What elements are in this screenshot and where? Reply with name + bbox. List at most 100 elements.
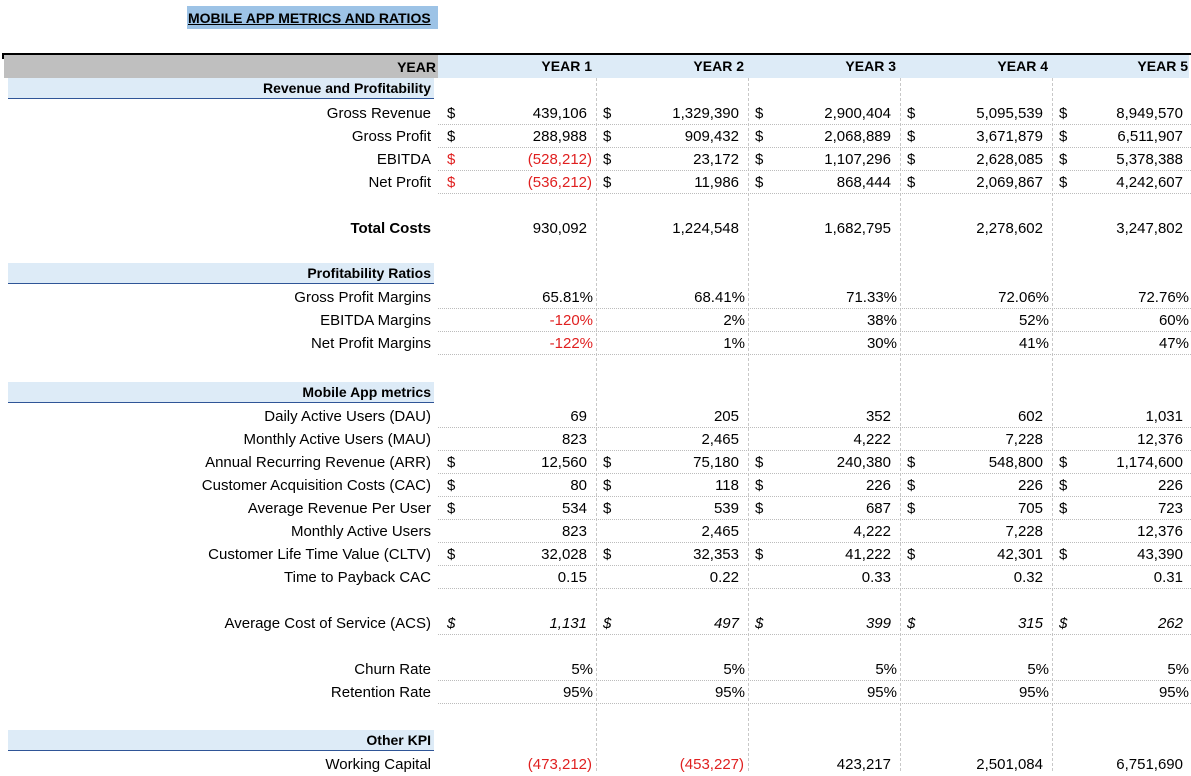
value-year-3: 4,222 (853, 523, 891, 540)
column-divider (1052, 78, 1053, 771)
value-year-1: 69 (570, 408, 587, 425)
value-year-4: 5,095,539 (976, 105, 1043, 122)
value-year-2: 2% (723, 312, 745, 329)
currency-symbol: $ (1059, 546, 1068, 563)
value-year-2: 1,224,548 (672, 220, 739, 237)
currency-symbol: $ (603, 615, 612, 632)
value-year-2: 1,329,390 (672, 105, 739, 122)
value-year-4: 2,628,085 (976, 151, 1043, 168)
row-label: Gross Revenue (326, 105, 431, 122)
row-label: Total Costs (350, 220, 431, 237)
row-label: Net Profit Margins (310, 335, 431, 352)
value-year-3: 1,682,795 (824, 220, 891, 237)
value-year-4: 7,228 (1005, 431, 1043, 448)
value-year-2: 2,465 (701, 523, 739, 540)
value-year-4: 548,800 (988, 454, 1043, 471)
value-year-2: 539 (713, 500, 739, 517)
value-year-1: -122% (549, 335, 593, 352)
value-year-4: 315 (1017, 615, 1043, 632)
value-year-3: 352 (865, 408, 891, 425)
table-row: Annual Recurring Revenue (ARR) $ 12,560 … (0, 451, 1191, 474)
value-year-2: 32,353 (693, 546, 739, 563)
table-row: EBITDA Margins -120% 2% 38% 52% 60% (0, 309, 1191, 332)
value-year-4: 2,501,084 (976, 756, 1043, 773)
row-divider (438, 519, 1191, 520)
currency-symbol: $ (907, 615, 916, 632)
table-row: Gross Revenue $ 439,106 $ 1,329,390 $ 2,… (0, 102, 1191, 125)
currency-symbol: $ (447, 477, 456, 494)
value-year-5: 0.31 (1153, 569, 1183, 586)
currency-symbol: $ (447, 174, 456, 191)
currency-symbol: $ (1059, 500, 1068, 517)
value-year-3: 41,222 (845, 546, 891, 563)
currency-symbol: $ (907, 454, 916, 471)
table-row: Average Cost of Service (ACS) $ 1,131 $ … (0, 612, 1191, 635)
value-year-4: 95% (1018, 684, 1049, 701)
value-year-3: 423,217 (836, 756, 891, 773)
table-row: Net Profit $ (536,212) $ 11,986 $ 868,44… (0, 171, 1191, 194)
row-label: Retention Rate (330, 684, 431, 701)
row-divider (438, 308, 1191, 309)
row-divider (438, 680, 1191, 681)
value-year-4: 7,228 (1005, 523, 1043, 540)
value-year-4: 226 (1017, 477, 1043, 494)
row-divider (438, 354, 1191, 355)
value-year-5: 1,174,600 (1116, 454, 1183, 471)
row-divider (438, 450, 1191, 451)
value-year-5: 1,031 (1145, 408, 1183, 425)
value-year-5: 72.76% (1138, 289, 1189, 306)
value-year-1: 5% (571, 661, 593, 678)
value-year-1: 1,131 (549, 615, 587, 632)
value-year-3: 2,068,889 (824, 128, 891, 145)
currency-symbol: $ (907, 128, 916, 145)
value-year-2: 68.41% (694, 289, 745, 306)
value-year-4: 0.32 (1013, 569, 1043, 586)
currency-symbol: $ (755, 105, 764, 122)
value-year-1: 95% (562, 684, 593, 701)
row-divider (438, 565, 1191, 566)
currency-symbol: $ (603, 454, 612, 471)
row-label: EBITDA (376, 151, 431, 168)
value-year-5: 262 (1157, 615, 1183, 632)
value-year-5: 12,376 (1137, 431, 1183, 448)
row-label: Gross Profit (351, 128, 431, 145)
table-row: Working Capital (473,212) (453,227) 423,… (0, 753, 1191, 776)
currency-symbol: $ (755, 500, 764, 517)
row-label: Monthly Active Users (290, 523, 431, 540)
section-profitability-ratios: Profitability Ratios (8, 263, 434, 284)
value-year-2: 11,986 (694, 174, 739, 191)
value-year-3: 687 (865, 500, 891, 517)
value-year-4: 42,301 (997, 546, 1043, 563)
row-label: Time to Payback CAC (284, 569, 431, 586)
value-year-1: 32,028 (541, 546, 587, 563)
table-row: Monthly Active Users 823 2,465 4,222 7,2… (0, 520, 1191, 543)
value-year-3: 4,222 (853, 431, 891, 448)
value-year-4: 2,278,602 (976, 220, 1043, 237)
currency-symbol: $ (603, 174, 612, 191)
value-year-2: 118 (715, 477, 739, 494)
currency-symbol: $ (755, 546, 764, 563)
row-label: Daily Active Users (DAU) (264, 408, 431, 425)
section-other-kpi: Other KPI (8, 730, 434, 751)
table-row: EBITDA $ (528,212) $ 23,172 $ 1,107,296 … (0, 148, 1191, 171)
table-row: Total Costs 930,092 1,224,548 1,682,795 … (0, 217, 1191, 240)
value-year-5: 12,376 (1137, 523, 1183, 540)
row-divider (438, 473, 1191, 474)
currency-symbol: $ (755, 454, 764, 471)
value-year-4: 52% (1018, 312, 1049, 329)
row-divider (438, 170, 1191, 171)
currency-symbol: $ (755, 151, 764, 168)
table-row: Retention Rate 95% 95% 95% 95% 95% (0, 681, 1191, 704)
value-year-2: 909,432 (684, 128, 739, 145)
currency-symbol: $ (755, 174, 764, 191)
value-year-1: 823 (561, 431, 587, 448)
value-year-4: 3,671,879 (976, 128, 1043, 145)
value-year-5: 3,247,802 (1116, 220, 1183, 237)
row-divider (438, 703, 1191, 704)
currency-symbol: $ (907, 151, 916, 168)
row-label: Monthly Active Users (MAU) (243, 431, 431, 448)
currency-symbol: $ (603, 500, 612, 517)
value-year-3: 0.33 (861, 569, 891, 586)
value-year-5: 5,378,388 (1116, 151, 1183, 168)
row-divider (438, 542, 1191, 543)
